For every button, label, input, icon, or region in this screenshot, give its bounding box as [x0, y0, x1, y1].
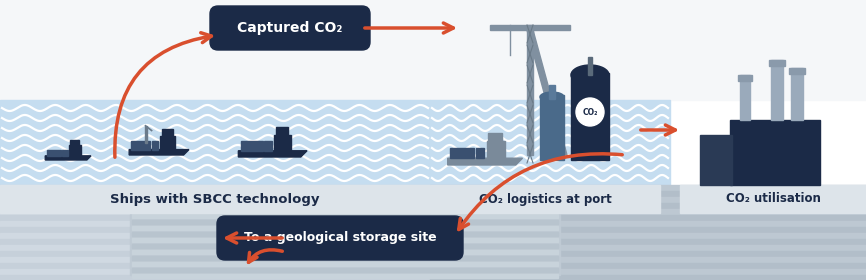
Bar — [0, 221, 430, 227]
Bar — [0, 209, 430, 215]
Bar — [740, 75, 750, 120]
Bar — [132, 244, 558, 248]
Bar — [450, 148, 474, 158]
Bar — [430, 185, 660, 213]
Bar — [730, 120, 820, 185]
Bar — [275, 127, 288, 135]
Bar — [430, 269, 866, 275]
Bar — [241, 141, 262, 151]
Bar — [145, 126, 147, 143]
Bar — [160, 136, 176, 150]
Bar — [0, 191, 430, 197]
Ellipse shape — [540, 92, 564, 102]
FancyBboxPatch shape — [210, 6, 370, 50]
Bar — [430, 209, 866, 215]
Text: Ships with SBCC technology: Ships with SBCC technology — [110, 193, 320, 206]
Bar — [132, 214, 558, 218]
Bar — [132, 238, 558, 242]
Bar — [130, 200, 560, 275]
Bar — [738, 75, 752, 81]
Bar — [571, 73, 609, 160]
FancyBboxPatch shape — [217, 216, 463, 260]
Bar — [430, 233, 866, 239]
Bar — [69, 145, 81, 156]
Text: CO₂: CO₂ — [582, 108, 598, 116]
Bar — [588, 57, 592, 75]
Bar — [789, 68, 805, 74]
Bar — [132, 226, 558, 230]
Bar — [549, 85, 555, 99]
Bar — [132, 208, 558, 212]
Bar — [0, 275, 430, 280]
Bar — [791, 68, 803, 120]
Bar — [0, 0, 866, 100]
Bar — [430, 191, 866, 197]
Bar — [475, 148, 484, 158]
Bar — [430, 239, 866, 245]
Bar — [132, 202, 558, 206]
Bar — [132, 262, 558, 266]
Bar — [275, 135, 291, 151]
Bar — [430, 215, 866, 221]
Bar — [430, 227, 866, 233]
Bar — [0, 263, 430, 269]
Bar — [430, 275, 866, 280]
Bar — [0, 185, 430, 213]
Ellipse shape — [571, 65, 609, 85]
Polygon shape — [448, 158, 522, 165]
Bar — [490, 25, 570, 30]
Bar — [62, 150, 68, 156]
Polygon shape — [45, 156, 91, 160]
Text: Captured CO₂: Captured CO₂ — [237, 21, 343, 35]
Bar — [132, 220, 558, 224]
Bar — [700, 135, 732, 185]
Bar — [132, 232, 558, 236]
Bar — [430, 257, 866, 263]
Bar — [47, 150, 61, 156]
Bar — [0, 251, 430, 257]
Bar — [132, 268, 558, 272]
Bar — [132, 274, 558, 278]
Bar — [769, 60, 785, 66]
Bar — [0, 185, 430, 191]
Bar — [132, 250, 558, 254]
Bar — [0, 215, 430, 221]
Bar — [0, 227, 430, 233]
Bar — [0, 233, 430, 239]
Text: CO₂ logistics at port: CO₂ logistics at port — [479, 193, 611, 206]
Bar — [488, 133, 502, 141]
Bar — [0, 203, 430, 209]
Bar — [0, 257, 430, 263]
Bar — [70, 140, 79, 145]
Bar — [132, 256, 558, 260]
Bar — [430, 245, 866, 251]
Bar — [430, 221, 866, 227]
Bar — [430, 251, 866, 257]
Bar — [0, 269, 430, 275]
Bar — [771, 60, 783, 120]
Bar — [430, 100, 670, 185]
Polygon shape — [129, 150, 189, 155]
Polygon shape — [527, 30, 567, 155]
Bar — [680, 185, 866, 213]
Bar — [430, 263, 866, 269]
Bar — [430, 197, 866, 203]
Text: To a geological storage site: To a geological storage site — [243, 232, 436, 244]
Circle shape — [576, 98, 604, 126]
Bar — [527, 25, 533, 155]
Polygon shape — [238, 151, 307, 157]
Bar — [487, 141, 506, 158]
Bar — [540, 95, 564, 160]
Bar — [0, 245, 430, 251]
Bar — [132, 141, 150, 150]
Bar — [162, 129, 172, 136]
Bar — [430, 203, 866, 209]
Text: CO₂ utilisation: CO₂ utilisation — [726, 193, 820, 206]
Bar — [0, 100, 430, 185]
Bar — [264, 141, 272, 151]
Bar — [430, 185, 866, 191]
Bar — [0, 197, 430, 203]
Bar — [152, 141, 158, 150]
Bar — [0, 239, 430, 245]
